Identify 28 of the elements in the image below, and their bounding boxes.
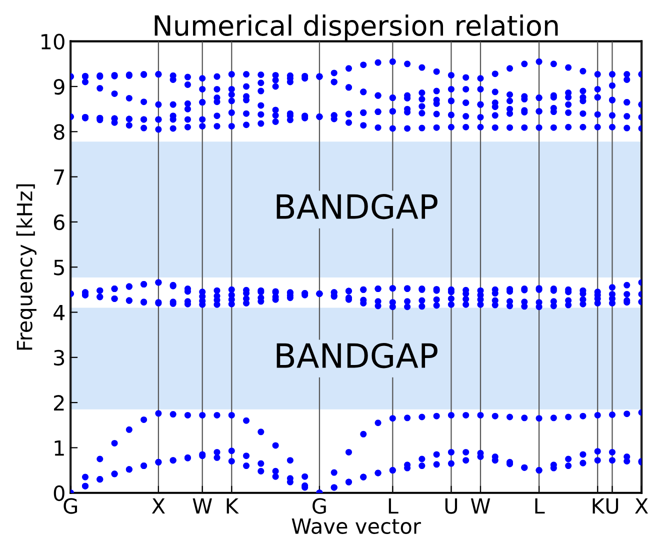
y-tick-label: 1: [54, 440, 64, 456]
y-tick-label: 3: [54, 350, 64, 366]
y-tick-label: 7: [54, 170, 64, 185]
x-axis-title: Wave vector: [292, 518, 422, 534]
band-label: BANDGAP: [276, 194, 438, 220]
x-tick-label: W: [192, 498, 212, 514]
y-tick-label: 8: [54, 124, 64, 140]
y-tick-label: 10: [42, 34, 64, 50]
y-tick-label: 4: [54, 304, 65, 320]
x-tick-label: X: [152, 498, 165, 514]
chart-title: Numerical dispersion relation: [154, 14, 558, 42]
y-tick-label: 2: [54, 395, 64, 410]
x-tick-label: G: [64, 498, 77, 514]
y-tick-label: 5: [54, 260, 64, 276]
y-tick-label: 6: [54, 214, 64, 230]
y-tick-label: 9: [54, 78, 64, 95]
x-tick-label: W: [470, 498, 490, 514]
x-tick-label: U: [445, 498, 458, 514]
x-tick-label: L: [535, 498, 545, 514]
y-axis-title: Frequency [kHz]: [16, 184, 36, 350]
x-tick-label: L: [388, 498, 398, 514]
x-tick-label: U: [606, 498, 618, 514]
band-label: BANDGAP: [276, 342, 438, 368]
y-tick-label: 0: [54, 485, 64, 502]
x-tick-label: K: [226, 498, 239, 514]
x-tick-label: X: [635, 498, 648, 514]
x-tick-label: G: [312, 498, 326, 514]
x-tick-label: K: [592, 498, 605, 514]
